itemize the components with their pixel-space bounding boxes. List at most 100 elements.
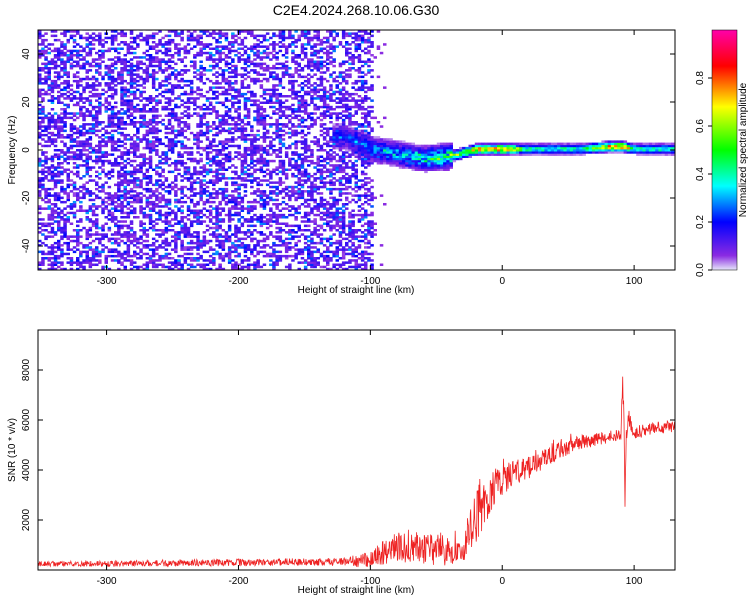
- heatmap-cell: [262, 116, 267, 120]
- heatmap-cell: [183, 56, 188, 59]
- heatmap-cell: [231, 123, 235, 126]
- heatmap-cell: [193, 30, 197, 33]
- heatmap-cell: [158, 211, 162, 215]
- heatmap-cell: [47, 118, 51, 122]
- heatmap-cell: [145, 198, 150, 202]
- heatmap-cell: [205, 190, 210, 193]
- heatmap-cell: [313, 142, 317, 146]
- heatmap-cell: [297, 99, 301, 102]
- heatmap-cell: [303, 149, 308, 152]
- heatmap-cell: [246, 90, 251, 94]
- heatmap-cell: [221, 71, 226, 74]
- heatmap-cell: [85, 211, 89, 215]
- heatmap-cell: [114, 254, 118, 258]
- heatmap-cell: [66, 112, 70, 115]
- heatmap-cell: [275, 127, 279, 130]
- heatmap-cell: [117, 205, 121, 208]
- heatmap-cell: [262, 88, 267, 92]
- heatmap-cell: [313, 92, 317, 96]
- heatmap-cell: [63, 64, 67, 68]
- heatmap-cell: [69, 146, 74, 150]
- heatmap-cell: [269, 36, 273, 40]
- heatmap-cell: [91, 114, 96, 117]
- heatmap-cell: [167, 121, 172, 124]
- heatmap-cell: [164, 254, 169, 258]
- heatmap-cell: [253, 45, 257, 48]
- heatmap-cell: [303, 267, 308, 270]
- heatmap-cell: [193, 220, 197, 223]
- heatmap-cell: [215, 244, 219, 247]
- heatmap-cell: [256, 261, 260, 264]
- heatmap-cell: [101, 248, 105, 251]
- heatmap-cell: [139, 67, 143, 70]
- heatmap-cell: [310, 99, 314, 102]
- heatmap-cell: [145, 177, 150, 180]
- heatmap-cell: [202, 67, 207, 70]
- heatmap-cell: [199, 67, 203, 70]
- heatmap-cell: [246, 265, 251, 269]
- heatmap-cell: [177, 200, 181, 204]
- heatmap-cell: [202, 47, 207, 50]
- heatmap-cell: [117, 209, 121, 212]
- heatmap-cell: [123, 194, 127, 197]
- heatmap-cell: [227, 237, 232, 241]
- heatmap-cell: [167, 183, 172, 187]
- heatmap-cell: [41, 62, 45, 66]
- heatmap-cell: [246, 121, 251, 124]
- heatmap-cell: [82, 192, 86, 195]
- heatmap-cell: [281, 142, 286, 146]
- heatmap-cell: [104, 101, 108, 104]
- heatmap-cell: [183, 84, 188, 87]
- heatmap-cell: [167, 108, 172, 111]
- heatmap-cell: [202, 164, 207, 167]
- heatmap-cell: [158, 257, 162, 260]
- heatmap-cell: [272, 265, 276, 269]
- heatmap-cell: [281, 207, 286, 210]
- heatmap-cell: [177, 237, 181, 241]
- heatmap-cell: [120, 79, 124, 83]
- heatmap-cell: [148, 99, 153, 102]
- heatmap-cell: [183, 172, 188, 176]
- heatmap-cell: [76, 155, 80, 158]
- heatmap-cell: [50, 265, 55, 269]
- heatmap-cell: [224, 153, 229, 156]
- heatmap-cell: [284, 175, 289, 178]
- heatmap-cell: [41, 164, 45, 167]
- heatmap-cell: [246, 263, 251, 266]
- heatmap-cell: [66, 237, 70, 241]
- heatmap-cell: [227, 177, 232, 180]
- heatmap-cell: [253, 54, 257, 57]
- heatmap-cell: [224, 155, 229, 158]
- heatmap-cell: [82, 36, 86, 40]
- heatmap-cell: [243, 60, 248, 63]
- heatmap-cell: [215, 209, 219, 212]
- heatmap-cell: [253, 213, 257, 217]
- heatmap-cell: [189, 181, 194, 184]
- heatmap-cell: [41, 92, 45, 96]
- heatmap-cell: [170, 60, 175, 63]
- heatmap-cell: [196, 51, 200, 55]
- heatmap-cell: [189, 159, 194, 163]
- heatmap-cell: [53, 47, 58, 50]
- heatmap-cell: [218, 224, 222, 228]
- heatmap-cell: [53, 60, 58, 63]
- heatmap-cell: [161, 69, 165, 72]
- heatmap-cell: [66, 133, 70, 137]
- heatmap-cell: [151, 110, 156, 113]
- heatmap-cell: [38, 110, 42, 113]
- heatmap-cell: [183, 90, 188, 94]
- heatmap-cell: [199, 194, 203, 197]
- heatmap-cell: [193, 136, 197, 139]
- heatmap-cell: [174, 198, 178, 202]
- heatmap-cell: [291, 97, 295, 100]
- heatmap-cell: [262, 200, 267, 204]
- heatmap-cell: [205, 170, 210, 174]
- heatmap-cell: [142, 252, 146, 256]
- heatmap-cell: [123, 265, 127, 269]
- heatmap-cell: [76, 231, 80, 234]
- heatmap-cell: [208, 248, 213, 251]
- heatmap-cell: [145, 43, 150, 46]
- heatmap-cell: [234, 205, 238, 208]
- heatmap-cell: [98, 97, 102, 100]
- heatmap-cell: [189, 209, 194, 212]
